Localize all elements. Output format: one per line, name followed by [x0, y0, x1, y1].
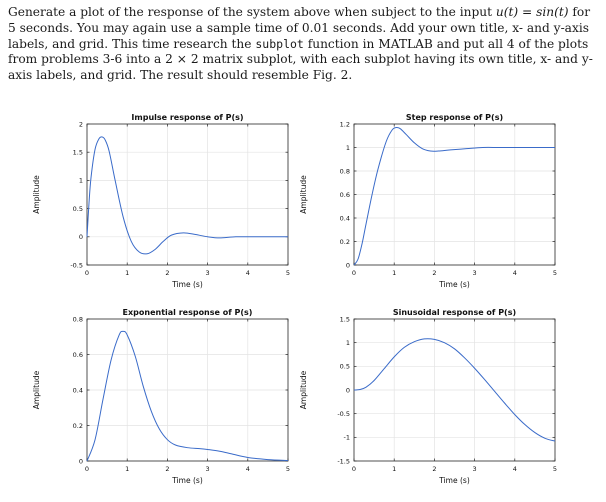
impulse-x-tick-label: 2	[165, 269, 169, 277]
step-x-tick-label: 0	[352, 269, 356, 277]
exponential-response-curve	[86, 330, 289, 462]
exponential-x-tick-label: 0	[85, 465, 89, 473]
impulse-response-curve	[86, 136, 288, 255]
sinusoidal-y-tick-label: 0	[346, 386, 350, 394]
impulse-x-tick-label: 5	[286, 269, 290, 277]
impulse-axes-box	[86, 123, 289, 266]
exponential-title: Exponential response of P(s)	[123, 308, 253, 317]
step-y-tick-label: 1	[346, 144, 350, 152]
sinusoidal-x-tick-label: 5	[553, 465, 557, 473]
sinusoidal-y-tick-label: -1	[344, 434, 350, 442]
exponential-y-axis-label: Amplitude	[32, 370, 41, 409]
step-y-tick-label: 0.2	[340, 238, 350, 246]
step-x-tick-label: 5	[553, 269, 557, 277]
step-x-tick-label: 1	[392, 269, 396, 277]
step-y-tick-label: 1.2	[340, 120, 350, 128]
sinusoidal-x-axis-label: Time (s)	[438, 476, 470, 485]
sinusoidal-x-tick-label: 0	[352, 465, 356, 473]
impulse-y-tick-label: -0.5	[70, 261, 83, 269]
sinusoidal-x-tick-label: 2	[432, 465, 436, 473]
statement-text-2: for 5 seconds. You may again use a sampl…	[8, 5, 591, 51]
impulse-y-tick-label: 2	[79, 120, 83, 128]
step-x-tick-label: 3	[473, 269, 477, 277]
sinusoidal-y-tick-label: -0.5	[337, 410, 350, 418]
step-y-tick-label: 0.4	[340, 214, 350, 222]
statement-text-4: matrix subplot, with each subplot having…	[8, 52, 593, 83]
impulse-x-axis-label: Time (s)	[171, 280, 203, 289]
matrix-dimensions: 2 × 2	[165, 52, 199, 67]
statement-text-3: function in MATLAB and put all 4 of the …	[8, 36, 589, 67]
exponential-y-tick-label: 0.4	[73, 386, 83, 394]
problem-statement: Generate a plot of the response of the s…	[8, 5, 600, 84]
sinusoidal-response-curve	[353, 338, 556, 442]
sinusoidal-x-tick-label: 1	[392, 465, 396, 473]
exponential-x-tick-label: 4	[246, 465, 250, 473]
sinusoidal-y-tick-label: -1.5	[337, 457, 350, 465]
impulse-x-tick-label: 0	[85, 269, 89, 277]
impulse-x-tick-label: 1	[125, 269, 129, 277]
impulse-y-tick-label: 0.5	[73, 205, 83, 213]
statement-text-1: Generate a plot of the response of the s…	[8, 5, 496, 19]
input-equation: u(t) = sin(t)	[495, 5, 569, 19]
impulse-title: Impulse response of P(s)	[131, 113, 243, 122]
sinusoidal-x-tick-label: 3	[473, 465, 477, 473]
exponential-y-tick-label: 0.8	[73, 315, 83, 323]
step-y-tick-label: 0.8	[340, 167, 350, 175]
step-y-axis-label: Amplitude	[299, 175, 308, 214]
sinusoidal-title: Sinusoidal response of P(s)	[393, 308, 516, 317]
exponential-x-tick-label: 2	[165, 465, 169, 473]
sinusoidal-y-axis-label: Amplitude	[299, 370, 308, 409]
impulse-x-tick-label: 3	[206, 269, 210, 277]
exponential-y-tick-label: 0	[79, 457, 83, 465]
impulse-y-tick-label: 0	[79, 233, 83, 241]
exponential-x-tick-label: 3	[206, 465, 210, 473]
exponential-y-tick-label: 0.2	[73, 422, 83, 430]
step-title: Step response of P(s)	[406, 113, 503, 122]
step-x-axis-label: Time (s)	[438, 280, 470, 289]
step-x-tick-label: 4	[513, 269, 517, 277]
exponential-x-tick-label: 5	[286, 465, 290, 473]
exponential-y-tick-label: 0.6	[73, 351, 83, 359]
impulse-y-tick-label: 1.5	[73, 149, 83, 157]
step-y-tick-label: 0	[346, 261, 350, 269]
impulse-x-tick-label: 4	[246, 269, 250, 277]
step-x-tick-label: 2	[432, 269, 436, 277]
subplot-function-name: subplot	[255, 36, 304, 51]
sinusoidal-x-tick-label: 4	[513, 465, 517, 473]
impulse-plot-area	[87, 124, 288, 265]
step-y-tick-label: 0.6	[340, 191, 350, 199]
step-response-curve	[353, 126, 555, 266]
impulse-y-axis-label: Amplitude	[32, 175, 41, 214]
sinusoidal-y-tick-label: 1.5	[340, 315, 350, 323]
impulse-y-tick-label: 1	[79, 177, 83, 185]
sinusoidal-y-tick-label: 1	[346, 339, 350, 347]
exponential-x-axis-label: Time (s)	[171, 476, 203, 485]
sinusoidal-y-tick-label: 0.5	[340, 363, 350, 371]
exponential-x-tick-label: 1	[125, 465, 129, 473]
